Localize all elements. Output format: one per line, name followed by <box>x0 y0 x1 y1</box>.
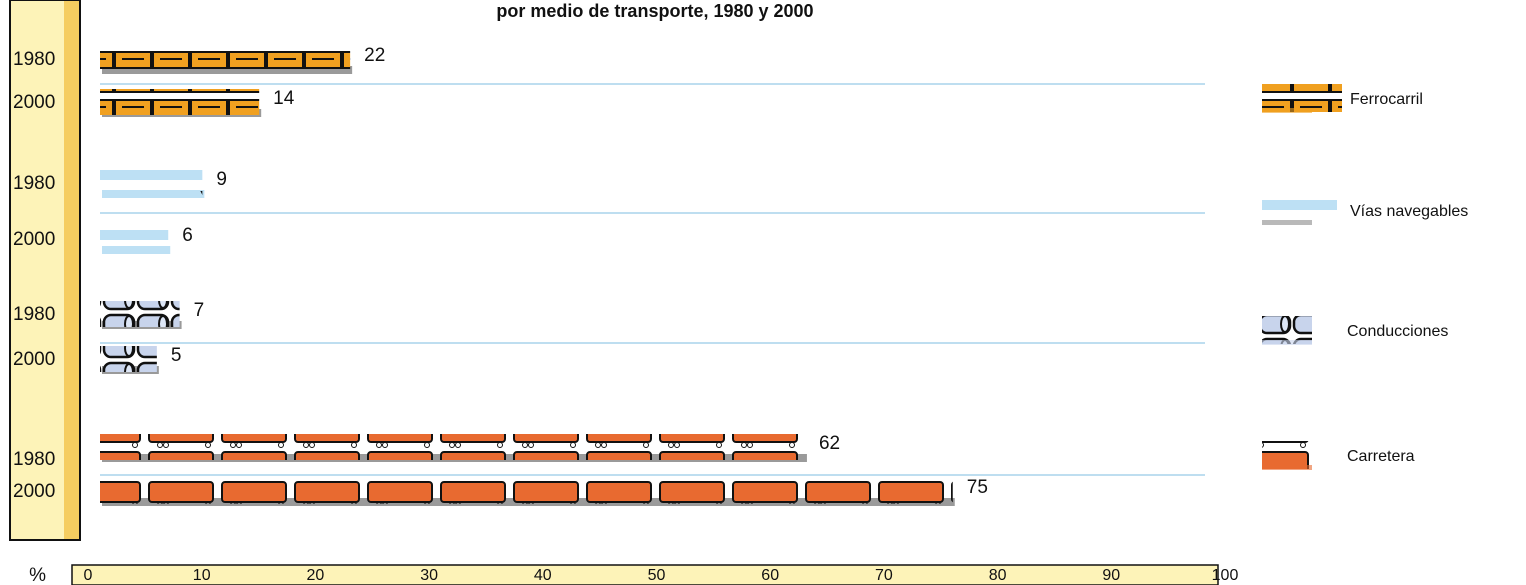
legend-icon <box>1262 316 1312 344</box>
bar <box>100 301 182 329</box>
x-tick-label: 60 <box>761 567 779 584</box>
year-label: 2000 <box>13 229 55 250</box>
year-label: 1980 <box>13 173 55 194</box>
bar <box>100 478 955 506</box>
legend-swatch <box>1262 465 1312 470</box>
value-label: 7 <box>194 300 205 321</box>
year-label: 1980 <box>13 304 55 325</box>
x-tick-label: 40 <box>534 567 552 584</box>
legend-label: Ferrocarril <box>1350 91 1423 108</box>
year-label: 1980 <box>13 449 55 470</box>
bar-icons <box>100 301 180 327</box>
legend-label: Conducciones <box>1347 323 1448 340</box>
legend-swatch <box>1262 108 1312 113</box>
value-label: 22 <box>364 45 385 66</box>
value-label: 14 <box>273 88 295 109</box>
value-label: 5 <box>171 345 182 366</box>
year-label: 1980 <box>13 49 55 70</box>
year-label: 2000 <box>13 92 55 113</box>
x-tick-label: 30 <box>420 567 438 584</box>
year-label: 2000 <box>13 481 55 502</box>
value-label: 62 <box>819 433 840 454</box>
bar-icons <box>100 434 805 460</box>
x-tick-label: 80 <box>989 567 1007 584</box>
legend-label: Vías navegables <box>1350 203 1468 220</box>
bar <box>100 46 352 74</box>
x-tick-label: 90 <box>1102 567 1120 584</box>
value-label: 9 <box>216 169 227 190</box>
legend-icon <box>1262 84 1342 112</box>
year-strip-band <box>64 1 79 539</box>
bar-icons <box>100 89 259 115</box>
bar-icons <box>100 478 953 504</box>
legend-label: Carretera <box>1347 448 1415 465</box>
bar-icons <box>100 346 157 372</box>
bar-icons <box>100 46 350 72</box>
legend-swatch <box>1262 340 1312 345</box>
value-label: 6 <box>182 225 193 246</box>
bar-icons <box>100 170 202 200</box>
bar <box>100 170 204 200</box>
year-label: 2000 <box>13 349 55 370</box>
chart-title: por medio de transporte, 1980 y 2000 <box>496 1 813 21</box>
bar <box>100 346 159 374</box>
x-axis-label: % <box>29 565 46 585</box>
x-tick-label: 50 <box>648 567 666 584</box>
legend-icon <box>1262 196 1337 224</box>
value-label: 75 <box>967 477 988 498</box>
x-tick-label: 0 <box>84 567 93 584</box>
x-tick-label: 100 <box>1212 567 1239 584</box>
bar <box>100 89 261 117</box>
legend-icon <box>1262 441 1312 469</box>
bar <box>100 226 170 256</box>
axis-strip <box>72 565 1218 585</box>
legend-swatch <box>1262 220 1312 225</box>
chart: por medio de transporte, 1980 y 2000 % 0… <box>0 0 1526 585</box>
page: {"chart_data": {"type": "pictograph-bar"… <box>0 0 1526 585</box>
x-tick-label: 10 <box>193 567 211 584</box>
x-tick-label: 20 <box>307 567 325 584</box>
bar-icons <box>100 226 168 256</box>
x-tick-label: 70 <box>875 567 893 584</box>
bar <box>100 434 807 462</box>
